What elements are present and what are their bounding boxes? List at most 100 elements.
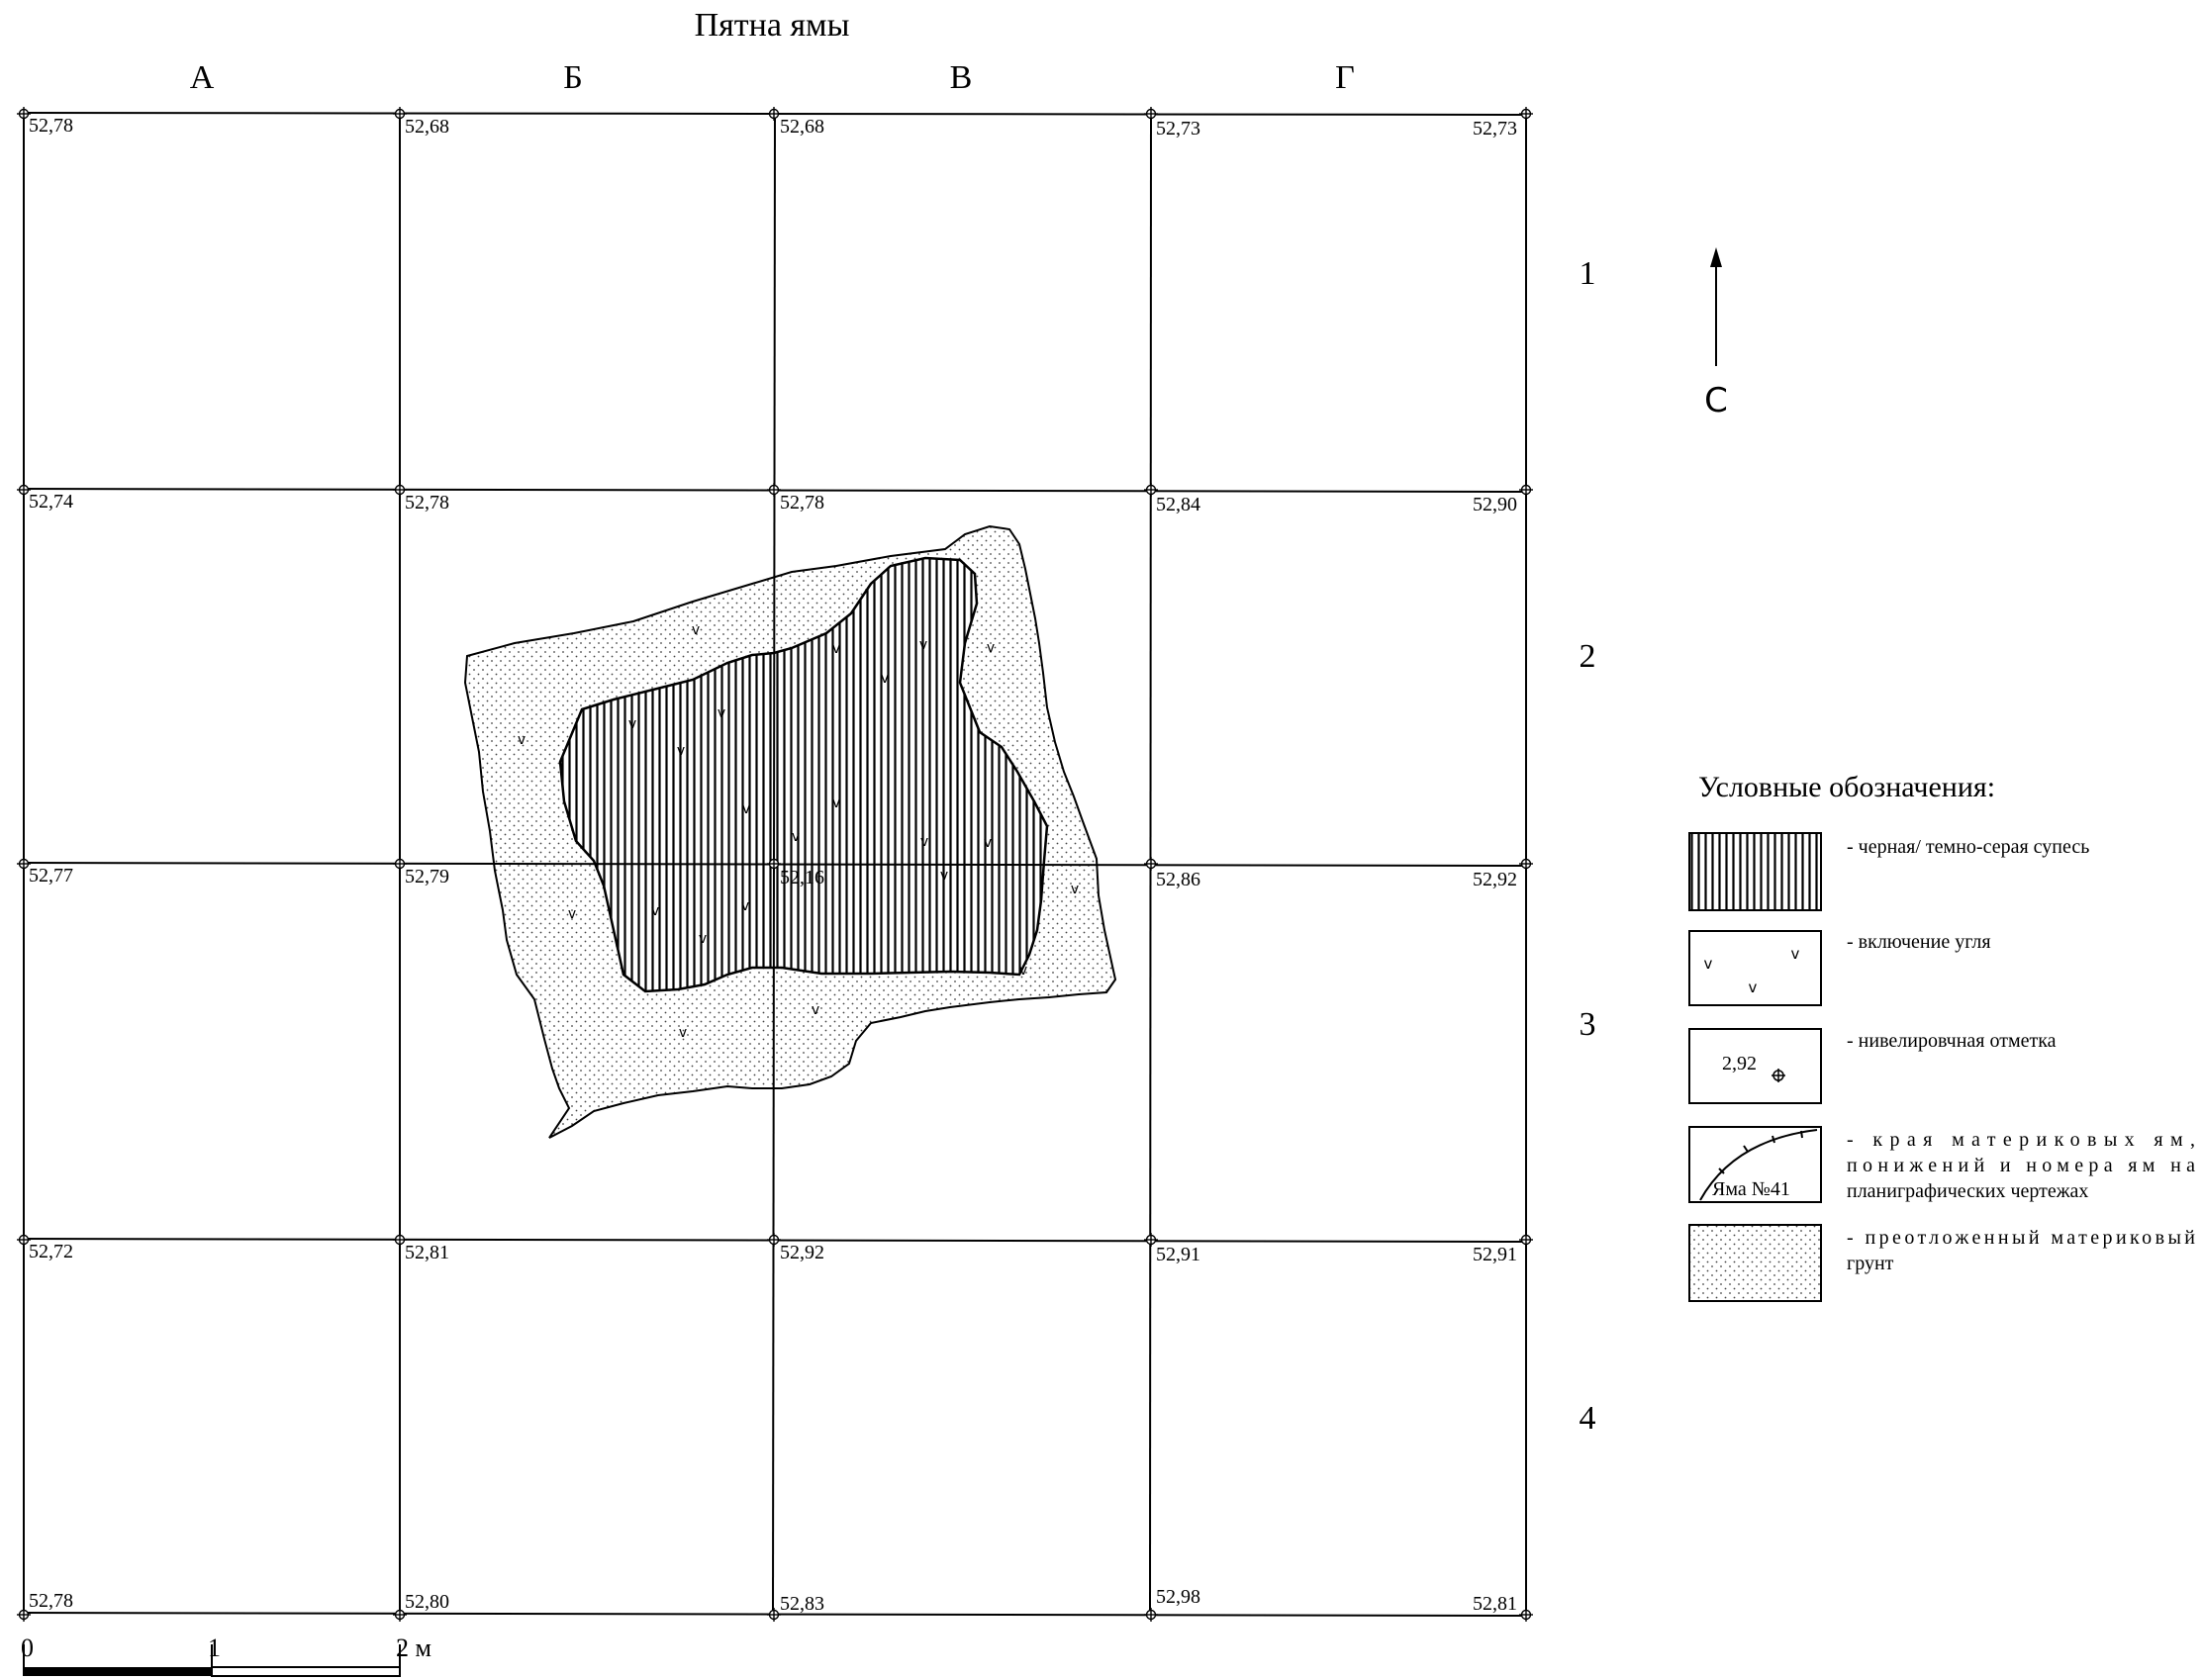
grid-marker-icon [393,1233,407,1247]
elevation-label: 52,86 [1156,869,1200,890]
legend-text: - черная/ темно-серая супесь [1847,836,2089,858]
charcoal-mark-icon: v [568,906,576,922]
grid-marker-icon [1144,107,1158,121]
legend-text: - края материковых ям, [1847,1129,2195,1151]
level-mark-icon [1772,1069,1785,1082]
row-label-1: 1 [1580,255,1596,292]
charcoal-mark-icon: v [1071,882,1079,897]
charcoal-mark-icon: v [1019,963,1027,979]
grid-marker-icon [1144,483,1158,497]
legend-text: - преотложенный материковый [1847,1227,2195,1249]
charcoal-mark-icon: v [699,931,707,947]
charcoal-mark-icon: v [718,705,725,721]
elevation-label: 52,77 [29,865,73,887]
charcoal-mark-icon: v [651,903,659,919]
dark-sandy-loam-area [558,556,1049,993]
legend-text: понижений и номера ям на [1847,1155,2195,1176]
elevation-label: 52,68 [780,116,824,138]
charcoal-mark-icon: v [1749,979,1758,996]
scale-tick-label: 2 м [396,1633,431,1662]
legend-swatch-black-sandy-loam [1688,832,1822,911]
grid-marker-icon [767,107,781,121]
legend-swatch-pit-edges [1688,1126,1822,1203]
legend-title: Условные обозначения: [1698,771,1995,803]
row-label-2: 2 [1580,638,1596,675]
elevation-label: 52,78 [29,115,73,137]
elevation-label: 52,79 [405,866,449,887]
elevation-label: 52,98 [1156,1586,1200,1608]
charcoal-mark-icon: v [1791,945,1800,963]
charcoal-mark-icon: v [792,829,800,845]
grid-marker-icon [767,1608,781,1622]
charcoal-mark-icon: v [881,671,889,687]
elevation-label: 52,91 [1156,1244,1200,1265]
grid-marker-icon [1144,1233,1158,1247]
scale-tick-label: 1 [208,1633,221,1662]
legend-level-sample: 2,92 [1722,1053,1757,1074]
grid-marker-icon [17,483,31,497]
legend-text: - включение угля [1847,931,1991,953]
grid-marker-icon [393,857,407,871]
legend-swatch-level-mark [1688,1028,1822,1104]
row-label-4: 4 [1580,1400,1596,1437]
charcoal-mark-icon: v [741,898,749,914]
legend-text: грунт [1847,1253,1894,1274]
elevation-label: 52,78 [29,1590,73,1612]
elevation-label: 52,78 [405,492,449,513]
row-label-3: 3 [1580,1006,1596,1043]
elevation-label: 52,83 [780,1593,824,1615]
elevation-label: 52,68 [405,116,449,138]
grid-marker-icon [767,857,781,871]
charcoal-mark-icon: v [677,743,685,759]
grid-marker-icon [1144,1608,1158,1622]
plan-title: Пятна ямы [695,7,850,44]
elevation-label: 52,92 [780,1242,824,1263]
charcoal-mark-icon: v [679,1025,687,1041]
grid-marker-icon [1519,1233,1533,1247]
charcoal-mark-icon: v [919,637,927,653]
grid-marker-icon [1519,1608,1533,1622]
grid-marker-icon [1144,857,1158,871]
charcoal-mark-icon: v [742,801,750,817]
grid-marker-icon [393,107,407,121]
grid-marker-icon [1519,107,1533,121]
grid-marker-icon [1519,857,1533,871]
charcoal-mark-icon: v [628,716,636,732]
grid-marker-icon [1519,483,1533,497]
charcoal-mark-icon: v [812,1002,819,1018]
legend-swatch-charcoal [1688,930,1822,1006]
grid-marker-icon [393,1608,407,1622]
elevation-label: 52,92 [1473,869,1517,890]
elevation-label: 52,81 [405,1242,449,1263]
grid-marker-icon [17,1233,31,1247]
grid-marker-icon [17,857,31,871]
grid-marker-icon [17,1608,31,1622]
column-label-b: Б [563,59,583,96]
charcoal-mark-icon: v [692,622,700,638]
elevation-label: 52,78 [780,492,824,513]
charcoal-inclusions: v v v v v v v v v v v v v v v v v v v v v v v [518,622,1079,1041]
elevation-label: 52,72 [29,1241,73,1262]
elevation-label: 52,74 [29,491,73,513]
north-arrow-icon [1710,247,1722,366]
elevation-label: 52,16 [780,867,824,888]
charcoal-mark-icon: v [832,795,840,811]
elevation-label: 52,90 [1473,494,1517,515]
grid-marker-icon [767,1233,781,1247]
charcoal-mark-icon: v [518,732,526,748]
legend-text: планиграфических чертежах [1847,1180,2088,1202]
elevation-label: 52,80 [405,1591,449,1613]
legend-pit-sample: Яма №41 [1712,1178,1790,1200]
charcoal-mark-icon: v [984,835,992,851]
column-label-a: А [190,59,215,96]
pit-edge-icon [1699,1129,1818,1201]
elevation-label: 52,73 [1473,118,1517,140]
column-label-g: Г [1335,59,1355,96]
elevation-label: 52,73 [1156,118,1200,140]
charcoal-mark-icon: v [987,640,995,656]
charcoal-mark-icon: v [940,868,948,884]
elevation-label: 52,81 [1473,1593,1517,1615]
scale-tick-label: 0 [21,1633,34,1662]
grid-marker-icon [767,483,781,497]
